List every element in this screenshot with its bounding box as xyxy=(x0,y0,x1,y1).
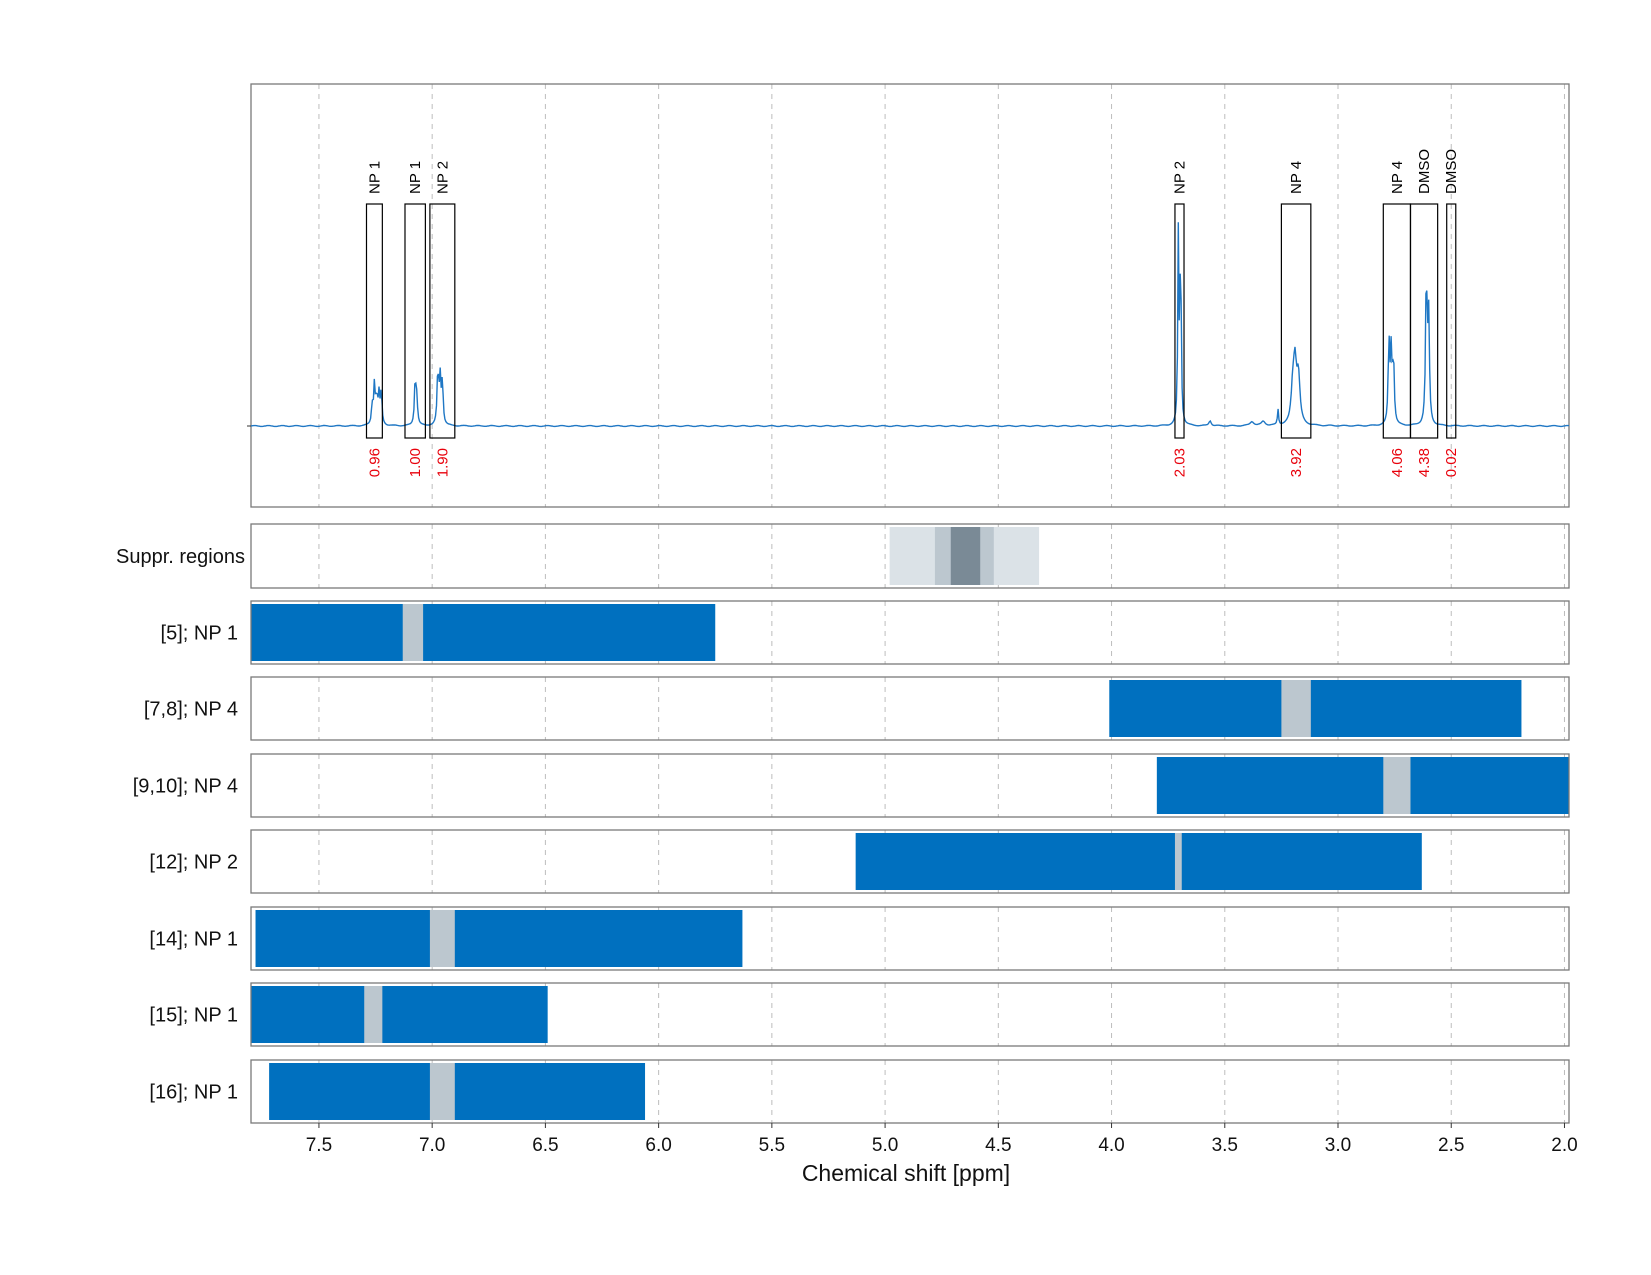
suppressed-regions-label: Suppr. regions xyxy=(116,546,245,568)
track-frame xyxy=(250,1059,1570,1124)
region-gap xyxy=(364,986,383,1043)
suppressed-band xyxy=(950,527,981,585)
integration-label: DMSO xyxy=(1443,149,1460,194)
region-gap xyxy=(1281,680,1311,737)
integration-box xyxy=(1280,203,1312,439)
x-tick-label: 7.5 xyxy=(306,1135,332,1156)
integration-value: 1.00 xyxy=(407,448,424,477)
x-tick-label: 2.5 xyxy=(1438,1135,1464,1156)
region-track: [7,8]; NP 4 xyxy=(144,676,1570,741)
integration-box xyxy=(429,203,456,439)
region-track: [14]; NP 1 xyxy=(149,906,1570,971)
track-label: [14]; NP 1 xyxy=(149,929,238,951)
track-frame xyxy=(250,753,1570,818)
region-gap xyxy=(1383,757,1411,814)
integration-value: 4.06 xyxy=(1389,448,1406,477)
spectrum-line xyxy=(250,222,1569,428)
integration-box xyxy=(1409,203,1439,439)
x-tick-label: 5.0 xyxy=(872,1135,898,1156)
region-bar xyxy=(251,986,548,1043)
region-bar xyxy=(1156,757,1569,814)
region-gap xyxy=(429,1063,455,1120)
region-bar xyxy=(1109,680,1522,737)
spectrum-panel: NP 1 0.96 NP 1 1.00 NP 2 1.90 NP 2 2.03 NP 4 3.92… xyxy=(247,83,1570,508)
integration-value: 4.38 xyxy=(1416,448,1433,477)
track-frame xyxy=(250,829,1570,894)
integration-box xyxy=(1174,203,1185,439)
x-tick-label: 3.5 xyxy=(1212,1135,1238,1156)
integration-value: 0.96 xyxy=(366,448,383,477)
integration-box xyxy=(404,203,426,439)
x-tick-label: 6.5 xyxy=(532,1135,558,1156)
track-label: [15]; NP 1 xyxy=(149,1005,238,1027)
x-tick-label: 2.0 xyxy=(1551,1135,1577,1156)
integration-box xyxy=(1446,203,1457,439)
x-tick-label: 5.5 xyxy=(759,1135,785,1156)
region-gap xyxy=(429,910,455,967)
track-label: [16]; NP 1 xyxy=(149,1082,238,1104)
region-track: [16]; NP 1 xyxy=(149,1059,1570,1124)
track-label: [5]; NP 1 xyxy=(161,623,238,645)
x-axis-title: Chemical shift [ppm] xyxy=(802,1160,1010,1186)
integration-label: NP 4 xyxy=(1389,161,1406,194)
region-track: [12]; NP 2 xyxy=(149,829,1570,894)
region-bar xyxy=(251,604,716,661)
region-gap xyxy=(1174,833,1182,890)
x-tick-label: 4.5 xyxy=(985,1135,1011,1156)
integration-label: NP 2 xyxy=(1171,161,1188,194)
suppressed-frame xyxy=(250,523,1570,589)
integration-label: NP 2 xyxy=(434,161,451,194)
integration-value: 0.02 xyxy=(1443,448,1460,477)
grid-lines xyxy=(318,84,1565,1123)
x-tick-label: 4.0 xyxy=(1098,1135,1124,1156)
integration-box xyxy=(365,203,383,439)
track-label: [9,10]; NP 4 xyxy=(133,776,238,798)
region-track: [5]; NP 1 xyxy=(161,600,1570,665)
integration-value: 3.92 xyxy=(1288,448,1305,477)
region-track: [9,10]; NP 4 xyxy=(133,753,1570,818)
x-axis: 7.5 7.0 6.5 6.0 5.5 5.0 4.5 4.0 3.5 3.0 2.5 2.0 xyxy=(306,1123,1578,1156)
integration-label: NP 1 xyxy=(407,161,424,194)
integration-label: DMSO xyxy=(1416,149,1433,194)
track-frame xyxy=(250,676,1570,741)
integration-label: NP 4 xyxy=(1288,161,1305,194)
x-tick-label: 3.0 xyxy=(1325,1135,1351,1156)
track-frame xyxy=(250,600,1570,665)
region-gap xyxy=(402,604,424,661)
track-label: [12]; NP 2 xyxy=(149,852,238,874)
x-tick-label: 7.0 xyxy=(419,1135,445,1156)
x-tick-label: 6.0 xyxy=(645,1135,671,1156)
integration-value: 1.90 xyxy=(434,448,451,477)
spectrum-frame xyxy=(250,83,1570,508)
region-bar xyxy=(269,1063,646,1120)
region-tracks-panel: [5]; NP 1 [7,8]; NP 4 [9,10]; NP 4 [12]; NP… xyxy=(133,600,1570,1124)
track-frame xyxy=(250,906,1570,971)
track-label: [7,8]; NP 4 xyxy=(144,699,238,721)
region-bar xyxy=(855,833,1422,890)
region-bar xyxy=(255,910,743,967)
region-track: [15]; NP 1 xyxy=(149,982,1570,1047)
integration-value: 2.03 xyxy=(1171,448,1188,477)
suppressed-regions-panel: Suppr. regions xyxy=(116,523,1570,589)
integration-label: NP 1 xyxy=(366,161,383,194)
track-frame xyxy=(250,982,1570,1047)
